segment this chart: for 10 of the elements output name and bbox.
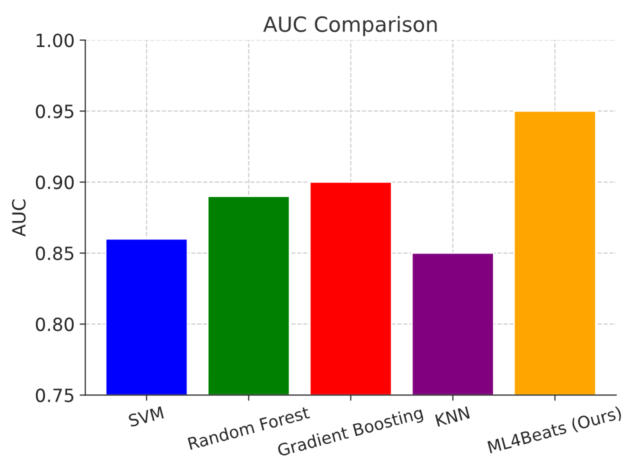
y-tick-label: 0.95	[36, 104, 74, 118]
y-tick-label: 0.90	[36, 176, 74, 190]
y-tick-label: 1.00	[36, 34, 74, 48]
y-tick-label: 0.80	[36, 318, 74, 332]
y-tick-label: 0.85	[36, 246, 74, 260]
chart-title: AUC Comparison	[263, 16, 437, 36]
x-tick-label: KNN	[435, 406, 470, 427]
y-tick-label: 0.75	[36, 388, 74, 402]
x-tick-label: SVM	[128, 406, 164, 428]
y-axis-title: AUC	[12, 199, 26, 237]
